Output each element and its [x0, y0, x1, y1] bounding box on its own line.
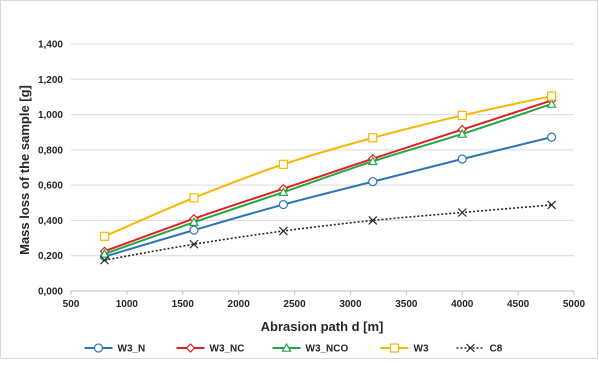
data-series: [99, 91, 557, 265]
legend-item-w3-nco: W3_NCO: [272, 342, 349, 355]
legend-item-c8: C8: [456, 343, 503, 355]
x-tick-label: 3000: [339, 299, 362, 310]
x-axis-title: Abrasion path d [m]: [261, 319, 384, 334]
data-point-c8: [368, 216, 378, 225]
data-point-w3-n: [368, 177, 378, 187]
series-c8: [100, 200, 557, 265]
y-tick-label: 1,000: [38, 110, 63, 121]
data-point-w3-nco: [457, 128, 468, 138]
series-line-w3-nco: [104, 103, 552, 255]
data-point-w3-nco: [367, 156, 378, 166]
data-point-w3-nco: [546, 98, 557, 108]
data-point-w3-nco: [278, 186, 289, 196]
y-axis-title: Mass loss of the sample [g]: [17, 85, 32, 255]
legend: W3_N W3_NC W3_NCO W3 C8: [84, 342, 503, 355]
data-point-w3-n: [189, 225, 199, 235]
x-tick-label: 5000: [563, 299, 586, 310]
data-point-w3: [189, 193, 199, 203]
y-tick-label: 0,200: [38, 251, 63, 262]
x-tick-label: 3500: [395, 299, 418, 310]
y-tick-label: 0,600: [38, 181, 63, 192]
x-tick-label: 500: [63, 299, 80, 310]
legend-item-w3: W3: [380, 343, 429, 355]
axes: [70, 290, 575, 295]
legend-item-w3-n: W3_N: [84, 343, 146, 355]
data-point-w3: [278, 159, 288, 169]
series-w3: [99, 91, 557, 241]
y-tick-label: 0,800: [38, 145, 63, 156]
series-line-c8: [104, 204, 552, 261]
x-tick-label: 1000: [116, 299, 139, 310]
x-tick-label: 2000: [228, 299, 251, 310]
legend-marker-w3-n: [93, 343, 104, 353]
legend-marker-w3-nc: [185, 343, 196, 353]
data-point-w3: [99, 231, 110, 241]
y-tick-label: 0,400: [38, 216, 63, 227]
y-tick-label: 0,000: [38, 287, 63, 298]
x-tick-label: 2500: [283, 299, 306, 310]
data-point-w3: [547, 91, 557, 101]
tick-labels: 0,000 0,200 0,400 0,600 0,800 1,000 1,200 1,400…: [38, 40, 586, 311]
gridlines: [71, 43, 574, 257]
data-point-c8: [457, 208, 467, 217]
data-point-c8: [100, 255, 109, 265]
legend-item-w3-nc: W3_NC: [176, 343, 245, 355]
x-tick-label: 1500: [172, 299, 195, 310]
data-point-w3: [368, 133, 378, 143]
data-point-c8: [547, 200, 557, 210]
series-line-w3-nc: [104, 99, 552, 253]
legend-label-w3: W3: [414, 344, 429, 355]
data-point-c8: [189, 239, 199, 249]
data-point-w3: [457, 110, 467, 121]
data-point-w3-nco: [188, 216, 199, 226]
y-tick-label: 1,200: [38, 75, 63, 86]
legend-marker-w3: [389, 343, 400, 353]
data-point-w3-n: [278, 199, 288, 210]
y-tick-label: 1,400: [38, 40, 63, 51]
series-w3-nco: [99, 98, 557, 258]
x-tick-label: 4500: [507, 299, 530, 310]
legend-marker-w3-nco: [281, 342, 292, 352]
data-point-w3-n: [547, 132, 557, 142]
data-point-c8: [278, 226, 288, 236]
legend-label-c8: C8: [490, 344, 503, 355]
legend-label-w3-nc: W3_NC: [210, 344, 245, 355]
series-line-w3-n: [104, 136, 552, 258]
legend-marker-c8: [466, 343, 475, 353]
legend-label-w3-n: W3_N: [118, 344, 146, 355]
legend-label-w3-nco: W3_NCO: [306, 344, 349, 355]
data-point-w3-nco: [99, 248, 110, 258]
data-point-w3-n: [457, 154, 467, 164]
series-line-w3: [104, 95, 552, 238]
x-tick-label: 4000: [451, 299, 474, 310]
